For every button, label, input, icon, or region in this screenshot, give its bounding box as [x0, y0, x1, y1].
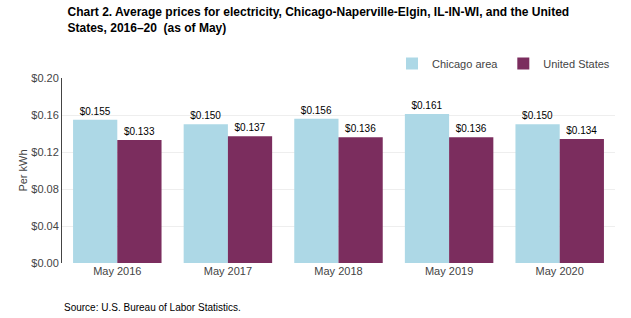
- svg-text:$0.136: $0.136: [456, 123, 487, 134]
- svg-text:$0.08: $0.08: [31, 183, 59, 195]
- svg-text:$0.16: $0.16: [31, 109, 59, 121]
- svg-text:May 2018: May 2018: [314, 265, 362, 277]
- svg-text:$0.156: $0.156: [301, 105, 332, 116]
- svg-text:$0.00: $0.00: [31, 257, 59, 269]
- svg-text:Chicago area: Chicago area: [432, 58, 498, 70]
- svg-text:Source: U.S. Bureau of Labor S: Source: U.S. Bureau of Labor Statistics.: [64, 302, 241, 313]
- svg-text:$0.20: $0.20: [31, 72, 59, 84]
- svg-text:$0.133: $0.133: [124, 126, 155, 137]
- svg-text:Chart 2. Average prices for el: Chart 2. Average prices for electricity,…: [68, 5, 570, 35]
- svg-text:$0.134: $0.134: [566, 125, 597, 136]
- svg-text:United States: United States: [543, 58, 610, 70]
- svg-text:$0.12: $0.12: [31, 146, 59, 158]
- svg-text:May 2020: May 2020: [536, 265, 584, 277]
- svg-text:$0.137: $0.137: [235, 122, 266, 133]
- svg-text:$0.161: $0.161: [411, 100, 442, 111]
- svg-text:$0.04: $0.04: [31, 220, 59, 232]
- svg-text:$0.155: $0.155: [80, 106, 111, 117]
- svg-text:$0.150: $0.150: [522, 110, 553, 121]
- svg-text:May 2019: May 2019: [425, 265, 473, 277]
- svg-text:$0.136: $0.136: [345, 123, 376, 134]
- svg-text:May 2016: May 2016: [93, 265, 141, 277]
- svg-text:Per kWh: Per kWh: [17, 149, 29, 191]
- svg-text:$0.150: $0.150: [190, 110, 221, 121]
- svg-text:May 2017: May 2017: [204, 265, 252, 277]
